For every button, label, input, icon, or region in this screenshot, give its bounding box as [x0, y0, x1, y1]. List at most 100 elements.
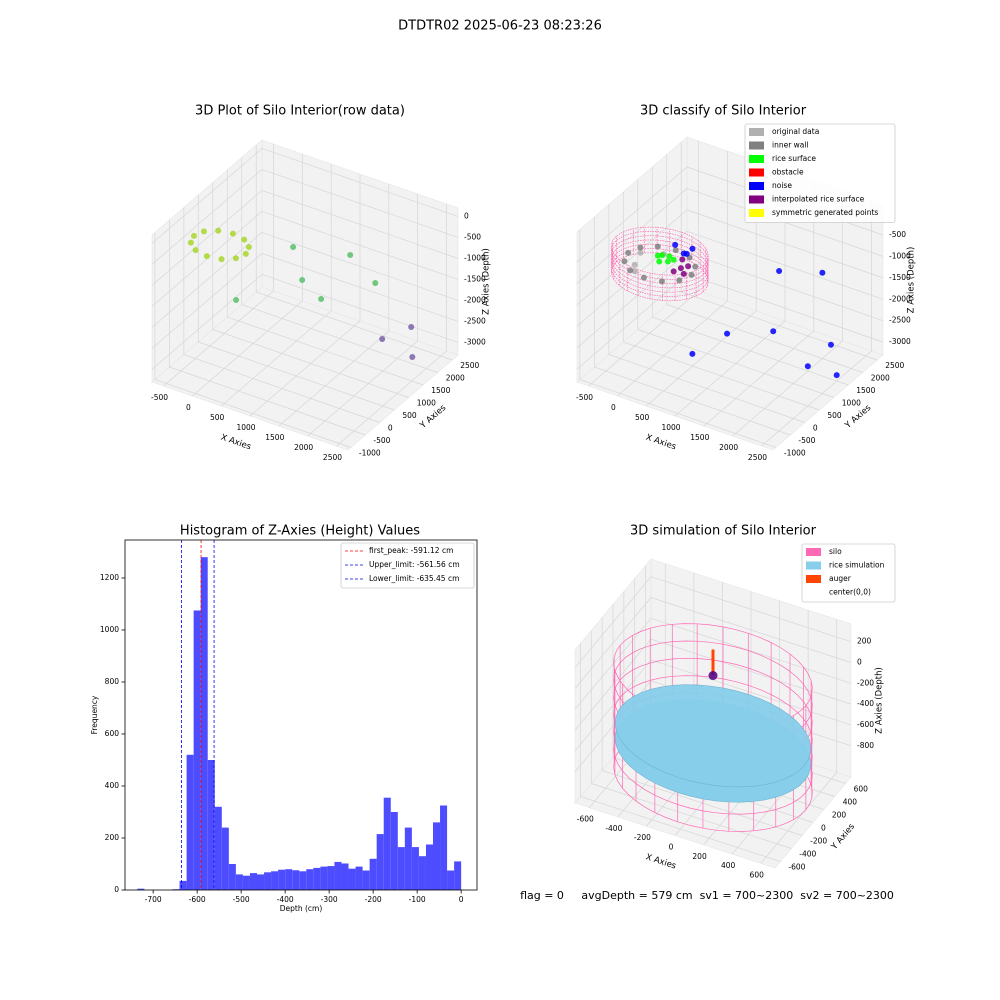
bar	[418, 856, 426, 890]
x-tick-label: -700	[145, 895, 162, 904]
grid-line	[151, 253, 263, 349]
point	[683, 250, 690, 257]
x-tick-label: 2000	[294, 443, 313, 452]
bar	[264, 872, 272, 890]
bar	[278, 869, 286, 890]
y-tick-label: 200	[832, 811, 847, 820]
grid-line	[261, 211, 459, 280]
point	[676, 277, 683, 284]
grid-line	[192, 300, 303, 397]
legend-swatch	[806, 575, 821, 583]
grid-line	[686, 209, 884, 279]
point	[692, 263, 699, 270]
bar	[285, 869, 293, 890]
legend-swatch	[749, 209, 764, 217]
y-tick-label: -500	[798, 436, 815, 445]
bar	[404, 827, 412, 890]
bar	[447, 870, 455, 890]
point	[724, 330, 731, 337]
grid-line	[241, 304, 438, 373]
bar	[397, 847, 405, 890]
x-tick-label: 500	[210, 413, 225, 422]
grid-line	[198, 341, 395, 411]
axes-frame	[124, 539, 478, 891]
z-tick-label: -500	[464, 232, 481, 241]
point	[656, 258, 663, 265]
point	[347, 251, 354, 258]
grid-line	[261, 274, 459, 343]
point	[827, 341, 834, 348]
legend-swatch	[749, 182, 764, 190]
bar	[292, 870, 300, 890]
chart-title: Histogram of Z-Axies (Height) Values	[180, 524, 420, 539]
grid-line	[674, 320, 786, 417]
point	[689, 350, 696, 357]
y-tick-label: 500	[402, 411, 417, 420]
legend-label: noise	[772, 181, 792, 190]
x-tick-label: -500	[233, 895, 250, 904]
y-tick-label: 0	[388, 424, 393, 433]
point	[654, 243, 661, 250]
grid-line	[256, 291, 453, 361]
x-tick-label: 2000	[719, 443, 738, 452]
grid-line	[151, 190, 263, 286]
legend-label: obstacle	[772, 168, 804, 177]
bar	[221, 827, 229, 890]
x-tick-label: 0	[611, 403, 616, 412]
bar	[454, 861, 462, 890]
grid-line	[574, 659, 652, 752]
point	[659, 252, 666, 259]
point	[664, 258, 671, 265]
y-tick-label: 2000	[446, 374, 465, 383]
disk-top	[614, 684, 812, 788]
z-tick-label: -3000	[889, 337, 911, 346]
legend-box	[340, 542, 475, 589]
bar	[313, 867, 321, 890]
bar	[306, 869, 314, 890]
bar	[228, 863, 236, 890]
grid-line	[650, 659, 852, 726]
x-tick-label: 2500	[323, 453, 342, 462]
grid-line	[278, 330, 390, 427]
grid-line	[576, 273, 688, 370]
x-tick-label: 0	[669, 843, 674, 852]
point	[833, 372, 840, 379]
y-tick-label: 1000	[842, 399, 861, 408]
x-tick-label: 500	[635, 413, 650, 422]
pane	[151, 139, 263, 383]
grid-line	[261, 232, 459, 301]
grid-line	[576, 231, 688, 327]
y-tick-label: -600	[788, 863, 805, 872]
legend-label: silo	[829, 547, 842, 556]
y-tick-label: 2500	[460, 361, 479, 370]
grid-line	[336, 350, 447, 447]
point	[299, 277, 306, 283]
point	[408, 323, 415, 330]
grid-line	[650, 597, 852, 663]
bar	[137, 888, 145, 890]
x-tick-label: 0	[186, 403, 191, 412]
figure-title: DTDTR02 2025-06-23 08:23:26	[398, 19, 602, 34]
legend-label: Lower_limit: -635.45 cm	[369, 574, 459, 583]
point	[776, 268, 783, 274]
x-axis-label: Depth (cm)	[280, 904, 323, 913]
z-tick-label: -1500	[464, 274, 486, 283]
x-tick-label: -400	[605, 824, 622, 833]
bar	[320, 866, 328, 890]
bar	[179, 880, 187, 890]
y-tick-label: 600	[854, 785, 869, 794]
z-tick-label: -800	[857, 741, 874, 750]
grid-line	[576, 209, 688, 306]
point	[627, 267, 634, 274]
point	[187, 239, 194, 246]
point	[318, 295, 325, 302]
grid-line	[576, 166, 688, 263]
point	[290, 244, 297, 250]
point	[679, 256, 686, 263]
grid-line	[151, 232, 263, 328]
y-tick-label: -400	[799, 850, 816, 859]
grid-line	[686, 230, 884, 300]
x-tick-label: 600	[750, 870, 765, 879]
z-tick-label: -1500	[889, 273, 911, 282]
